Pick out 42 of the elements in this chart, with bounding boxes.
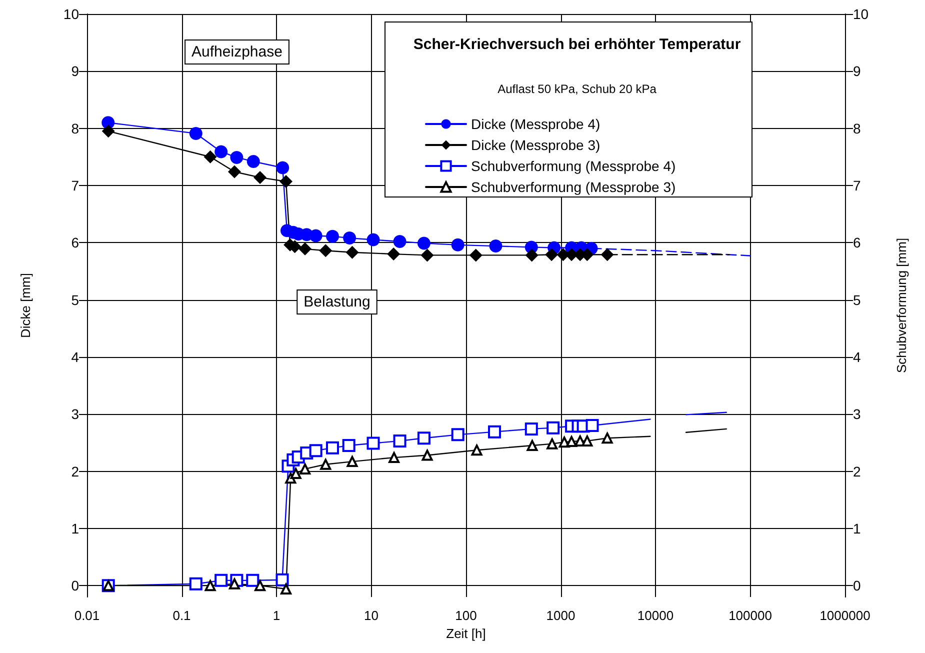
x-tick-label: 10000 <box>637 608 674 623</box>
y-tick-label: 8 <box>71 120 80 136</box>
legend-label: Dicke (Messprobe 4) <box>471 116 600 132</box>
y-tick-label: 3 <box>71 406 80 422</box>
y-axis-title: Dicke [mm] <box>18 273 33 338</box>
text: Auflast 50 kPa, Schub 20 kPa <box>498 82 657 96</box>
y2-axis-title: Schubverformung [mm] <box>894 238 909 374</box>
y2-tick-label: 8 <box>853 120 861 136</box>
y-tick-label: 2 <box>71 463 80 480</box>
y2-tick-label: 0 <box>853 578 861 594</box>
x-tick-label: 0.01 <box>74 608 100 623</box>
y2-tick-label: 9 <box>853 63 861 80</box>
x-axis-title: Zeit [h] <box>446 626 486 641</box>
annotation: Belastung <box>304 294 370 310</box>
x-tick-label: 1 <box>272 608 280 623</box>
y2-tick-label: 4 <box>853 348 861 365</box>
y-tick-label: 1 <box>71 520 80 536</box>
y2-tick-label: 1 <box>853 520 861 536</box>
x-tick-label: 100000 <box>728 608 772 623</box>
y-tick-label: 7 <box>71 177 80 194</box>
x-tick-label: 1000 <box>546 608 576 623</box>
y2-tick-label: 2 <box>853 463 861 480</box>
y2-tick-label: 10 <box>853 6 869 22</box>
y-tick-label: 6 <box>71 234 80 251</box>
x-tick-label: 0.1 <box>172 608 191 623</box>
y2-tick-label: 5 <box>853 292 861 308</box>
y2-tick-label: 7 <box>853 177 861 194</box>
y-tick-label: 5 <box>71 292 80 308</box>
x-tick-label: 1000000 <box>820 608 870 623</box>
y-tick-label: 9 <box>71 63 80 80</box>
y2-tick-label: 3 <box>853 406 861 422</box>
y-tick-label: 4 <box>71 348 80 365</box>
x-tick-label: 10 <box>364 608 378 623</box>
legend-label: Schubverformung (Messprobe 3) <box>471 179 676 195</box>
y2-tick-label: 6 <box>853 234 861 251</box>
legend-label: Dicke (Messprobe 3) <box>471 137 600 153</box>
legend-label: Schubverformung (Messprobe 4) <box>471 158 676 174</box>
x-tick-label: 100 <box>455 608 477 623</box>
y-tick-label: 0 <box>71 578 80 594</box>
annotation: Aufheizphase <box>192 44 282 60</box>
text: Scher-Kriechversuch bei erhöhter Temperatur <box>413 36 741 53</box>
y-tick-label: 10 <box>63 6 80 22</box>
